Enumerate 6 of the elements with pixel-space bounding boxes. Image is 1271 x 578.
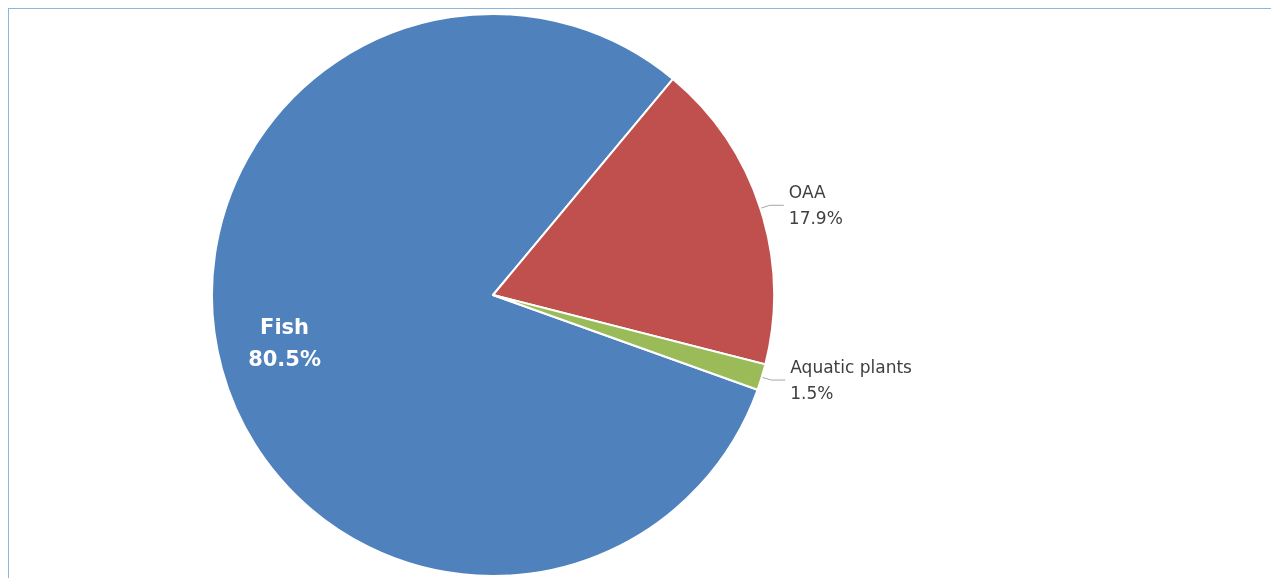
data-label: 80.5% [248,346,321,371]
slice-label: Fish [260,314,310,339]
slice-label: Aquatic plants [790,357,913,378]
data-label: 17.9% [788,208,843,229]
data-label: 1.5% [790,383,834,404]
slice-label: OAA [788,182,827,203]
